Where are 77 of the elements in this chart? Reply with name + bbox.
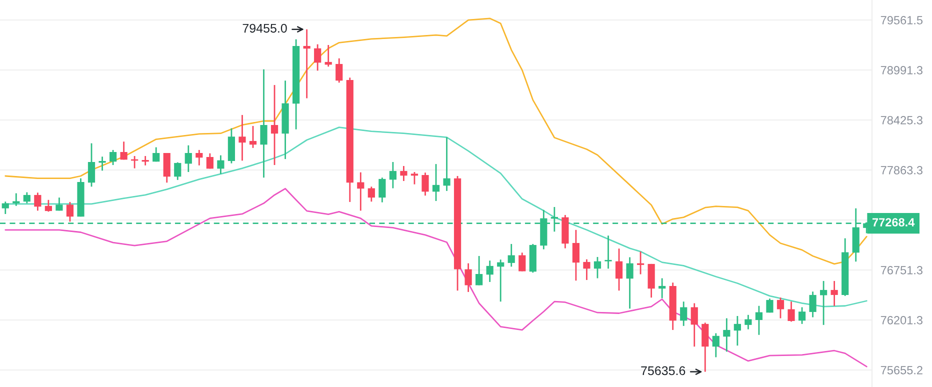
candlestick <box>712 332 720 358</box>
annotation: 75635.6 <box>641 366 686 376</box>
candlestick <box>249 125 257 149</box>
candlestick <box>400 165 408 182</box>
annotation: 79455.0 <box>242 24 287 33</box>
candlestick <box>476 255 483 286</box>
candlestick <box>109 149 117 166</box>
candlestick <box>238 114 246 162</box>
candlestick <box>744 314 752 330</box>
candlestick <box>798 306 806 325</box>
candlestick <box>163 152 170 184</box>
candlestick <box>184 144 192 173</box>
candlestick <box>152 146 160 162</box>
candlestick <box>690 302 698 348</box>
candlestick <box>44 199 52 212</box>
candlestick <box>432 163 440 202</box>
candlestick <box>12 192 20 207</box>
candlestick <box>464 262 472 293</box>
y-tick-label: 75655.2 <box>880 366 922 374</box>
candlestick <box>34 192 42 212</box>
candlestick <box>680 300 688 327</box>
candlestick <box>142 155 149 166</box>
candlestick <box>497 258 504 302</box>
candlestick <box>508 243 515 268</box>
candlestick <box>357 172 364 212</box>
candlestick <box>56 196 63 212</box>
line-series <box>4 188 868 368</box>
candlestick <box>217 154 224 175</box>
y-tick-label: 78991.3 <box>880 66 922 74</box>
candlestick <box>820 280 828 326</box>
candlestick <box>755 305 763 336</box>
candlestick <box>572 229 580 282</box>
candlestick <box>486 260 494 283</box>
candlestick <box>260 68 268 178</box>
candlestick <box>422 172 429 196</box>
candlestick <box>389 161 396 189</box>
candlestick <box>196 149 203 166</box>
candlestick <box>734 315 741 346</box>
candlestick <box>88 142 96 188</box>
candlestick <box>120 140 128 160</box>
y-tick-label: 79561.5 <box>880 16 923 24</box>
candlestick <box>378 176 386 204</box>
candlestick <box>776 296 784 319</box>
candlestick <box>702 322 709 372</box>
line-series <box>4 18 868 265</box>
candlestick <box>206 152 214 170</box>
candlestick <box>314 44 322 72</box>
candlestick <box>830 280 838 307</box>
ref-line-label: 77268.4 <box>872 218 915 226</box>
candlestick <box>766 298 774 314</box>
y-tick-label: 77863.3 <box>880 166 922 174</box>
candlestick <box>2 200 9 215</box>
candlestick <box>636 250 644 275</box>
y-tick-label: 76201.3 <box>880 316 922 324</box>
candlestick <box>368 186 375 202</box>
candlestick <box>174 162 182 181</box>
candlestick <box>410 171 418 186</box>
candlestick <box>443 136 450 192</box>
candlestick <box>615 248 623 292</box>
candlestick <box>98 156 106 172</box>
candlestick <box>788 300 795 322</box>
y-tick-label: 78425.3 <box>880 116 922 124</box>
y-tick-label: 76751.3 <box>880 266 922 274</box>
candlestick <box>723 318 730 352</box>
candlestick <box>270 84 278 166</box>
candlestick <box>583 258 590 281</box>
candlestick <box>809 290 816 318</box>
candlestick <box>23 192 30 204</box>
candlestick <box>658 278 666 299</box>
candlestick <box>626 256 634 310</box>
candlestick <box>324 44 332 68</box>
candlestick <box>66 201 74 222</box>
candlestick <box>518 252 526 272</box>
candlestick <box>604 234 612 270</box>
candlestick <box>336 58 343 84</box>
candlestick <box>303 28 310 99</box>
candlestick <box>594 256 602 279</box>
